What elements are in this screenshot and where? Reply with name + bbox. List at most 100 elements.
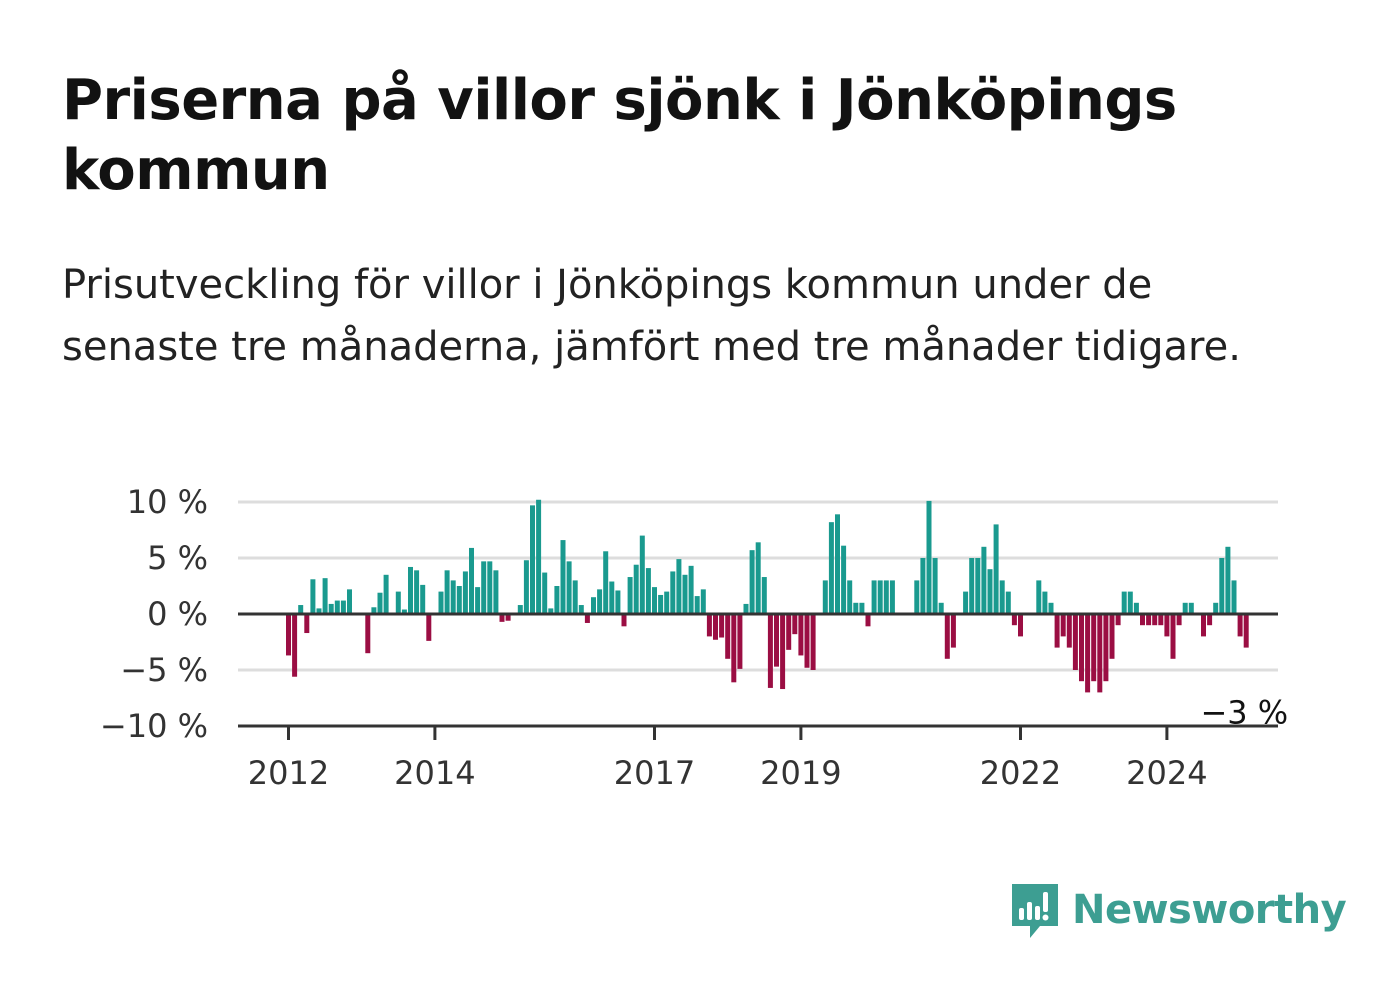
bar [859, 602, 865, 614]
bar [316, 608, 322, 614]
bar [1054, 614, 1060, 648]
bar [774, 614, 779, 667]
bar [1018, 614, 1023, 637]
bar [889, 580, 895, 614]
bar [621, 614, 627, 627]
bar [395, 591, 401, 614]
bar [408, 566, 413, 614]
y-tick-label: −5 % [120, 651, 208, 689]
bar [731, 614, 737, 683]
x-tick-label: 2014 [394, 754, 475, 792]
bar [1243, 614, 1249, 648]
bar [1152, 614, 1158, 626]
bar [450, 580, 456, 614]
y-tick-label: 10 % [127, 483, 208, 521]
x-axis-labels: 2012 2014 2017 2019 2022 2024 [248, 754, 1208, 792]
axes [238, 612, 1278, 740]
bar [1115, 614, 1121, 626]
bar [786, 614, 792, 650]
bar [560, 540, 566, 614]
bar [542, 572, 548, 614]
bar [597, 589, 603, 614]
x-tick-label: 2024 [1126, 754, 1207, 792]
bar [487, 561, 493, 614]
bar [1103, 614, 1109, 682]
bar [737, 614, 743, 669]
bar [963, 591, 969, 614]
bars [286, 499, 1249, 693]
newsworthy-logo: Newsworthy [1008, 880, 1347, 940]
bar [377, 592, 383, 614]
bar [725, 614, 731, 659]
bar [1048, 602, 1054, 614]
bar [1097, 614, 1103, 693]
bar [456, 586, 462, 614]
bar [572, 580, 578, 614]
bar [749, 550, 755, 614]
bar [469, 547, 474, 614]
bar [926, 500, 932, 614]
y-tick-label: 5 % [147, 539, 208, 577]
bar [865, 614, 871, 627]
bar [1188, 602, 1194, 614]
bar [914, 580, 920, 614]
bar [1176, 614, 1182, 626]
bar [401, 609, 407, 614]
bar [694, 596, 700, 614]
bar [1170, 614, 1176, 659]
bar [1091, 614, 1097, 682]
bar [938, 602, 944, 614]
bar [615, 590, 621, 614]
bar [700, 589, 706, 614]
bar [1127, 591, 1133, 614]
bar [658, 594, 664, 614]
bar [347, 589, 352, 614]
bar [713, 614, 718, 640]
bar [371, 607, 377, 614]
bar [1109, 614, 1115, 659]
y-tick-label: −10 % [100, 707, 208, 745]
bar [462, 571, 468, 614]
bar [493, 570, 499, 614]
bar [1121, 591, 1127, 614]
bar [719, 614, 725, 638]
bar [603, 551, 609, 614]
bar [1225, 546, 1231, 614]
chart-title: Priserna på villor sjönk i Jönköpings ko… [62, 68, 1177, 203]
bar [835, 514, 840, 614]
bar [932, 558, 938, 614]
bar [1005, 591, 1011, 614]
bar [639, 535, 645, 614]
bar [853, 602, 859, 614]
bar [1219, 558, 1225, 614]
bar [645, 568, 651, 614]
bar [334, 600, 340, 614]
bar [1036, 580, 1042, 614]
bar [414, 570, 420, 614]
bar [944, 614, 950, 659]
y-axis-labels: 10 % 5 % 0 % −5 % −10 % [100, 483, 208, 745]
bar [566, 561, 572, 614]
bar [950, 614, 956, 648]
bar [871, 580, 877, 614]
bar [420, 584, 426, 614]
bar [517, 605, 523, 614]
x-tick-label: 2019 [760, 754, 841, 792]
brand-name: Newsworthy [1072, 887, 1347, 933]
bar [975, 558, 981, 614]
bar [340, 600, 346, 614]
bar [664, 591, 670, 614]
bar [1146, 614, 1152, 626]
bar [780, 614, 786, 690]
bar [523, 560, 529, 614]
bar [499, 614, 505, 622]
bar [304, 614, 310, 634]
bar [987, 569, 993, 614]
bar [505, 614, 511, 621]
y-tick-label: 0 % [147, 595, 208, 633]
bar [1085, 614, 1091, 693]
bar [810, 614, 816, 670]
bar [548, 608, 554, 614]
bar [627, 577, 633, 614]
bar [1164, 614, 1170, 637]
